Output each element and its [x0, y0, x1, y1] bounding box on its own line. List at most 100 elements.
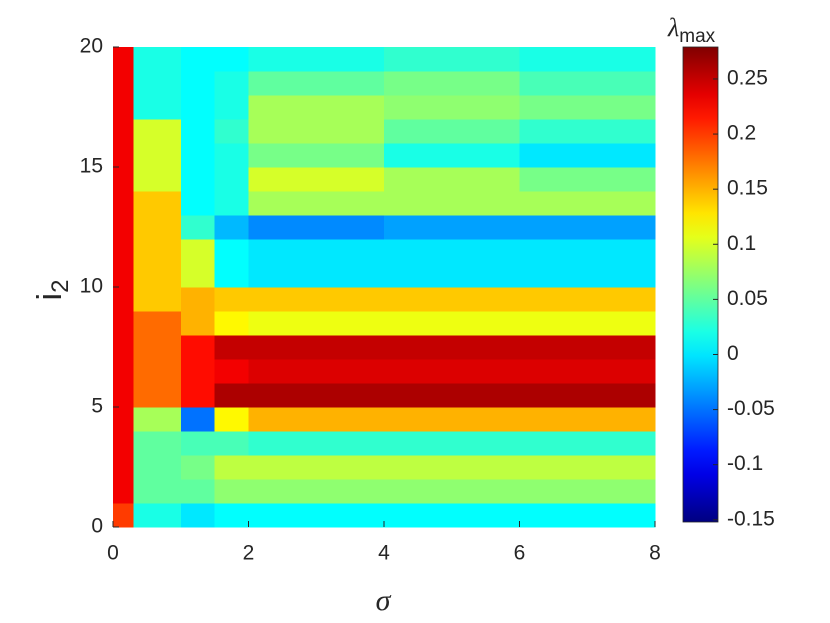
colorbar-tick-label: 0.1 [727, 232, 756, 255]
heatmap-cell [180, 287, 216, 312]
x-tick-label: 6 [514, 542, 526, 565]
colorbar-label-main: λ [667, 13, 679, 42]
heatmap-cell [214, 119, 249, 144]
x-tick-label: 8 [649, 542, 661, 565]
heatmap-cell [214, 287, 249, 312]
heatmap-cell [214, 431, 249, 456]
colorbar-label-sub: max [679, 26, 715, 47]
heatmap-cell [248, 263, 385, 288]
heatmap-cell [248, 383, 385, 408]
heatmap-cell [214, 359, 249, 384]
heatmap-cell [113, 503, 134, 528]
heatmap-cell [113, 95, 134, 120]
heatmap-cell [180, 431, 216, 456]
heatmap-cell [133, 47, 182, 72]
heatmap-cell [133, 311, 182, 336]
heatmap-cell [113, 47, 134, 72]
heatmap-cell [519, 383, 656, 408]
y-tick-label: 0 [91, 515, 103, 538]
heatmap-cell [384, 335, 520, 360]
heatmap-cell [248, 71, 385, 96]
colorbar-tick-label: -0.15 [727, 507, 775, 530]
heatmap-cell [248, 143, 385, 168]
heatmap-cell [133, 383, 182, 408]
y-axis-label: i2 [31, 280, 74, 301]
heatmap-cell [113, 263, 134, 288]
heatmap-cell [519, 311, 656, 336]
heatmap-cell [133, 215, 182, 240]
heatmap-cell [519, 119, 656, 144]
heatmap-cell [384, 455, 520, 480]
colorbar-tick-label: 0.25 [727, 67, 768, 90]
heatmap-cell [384, 431, 520, 456]
heatmap-cell [214, 239, 249, 264]
heatmap-cell [519, 167, 656, 192]
heatmap-cell [248, 407, 385, 432]
heatmap-cell [384, 239, 520, 264]
heatmap-cell [180, 455, 216, 480]
heatmap-cell [180, 383, 216, 408]
heatmap-cell [113, 407, 134, 432]
x-axis-label: σ [376, 584, 392, 617]
heatmap-cell [384, 47, 520, 72]
y-tick-label: 5 [91, 395, 103, 418]
heatmap-cell [133, 359, 182, 384]
heatmap-cell [133, 479, 182, 504]
heatmap-cell [180, 407, 216, 432]
heatmap-cell [180, 119, 216, 144]
heatmap-cell [133, 95, 182, 120]
heatmap-cell [113, 71, 134, 96]
heatmap-cell [384, 479, 520, 504]
colorbar-tick-label: -0.1 [727, 452, 763, 475]
heatmap-cell [519, 359, 656, 384]
heatmap-cell [214, 263, 249, 288]
heatmap-cell [113, 359, 134, 384]
colorbar-label: λmax [667, 13, 716, 47]
colorbar-tick-label: 0 [727, 342, 739, 365]
heatmap-cell [384, 311, 520, 336]
heatmap-cell [113, 479, 134, 504]
y-axis-label-main: i [31, 293, 69, 301]
heatmap-cell [214, 143, 249, 168]
heatmap-cell [384, 167, 520, 192]
heatmap-cell [519, 479, 656, 504]
heatmap-cell [180, 143, 216, 168]
heatmap-cell [180, 71, 216, 96]
heatmap-cell [248, 311, 385, 336]
heatmap-cell [214, 407, 249, 432]
heatmap-cell [384, 215, 520, 240]
heatmap-cell [133, 191, 182, 216]
heatmap-cell [180, 359, 216, 384]
y-tick-label: 15 [80, 155, 103, 178]
heatmap-cell [248, 503, 385, 528]
heatmap-cell [133, 263, 182, 288]
heatmap-cell [248, 431, 385, 456]
heatmap-cell [113, 119, 134, 144]
heatmap-cell [519, 143, 656, 168]
heatmap-cell [133, 287, 182, 312]
heatmap-cell [133, 431, 182, 456]
heatmap-cell [113, 215, 134, 240]
heatmap-cell [519, 287, 656, 312]
heatmap-cell [519, 407, 656, 432]
heatmap-cell [113, 431, 134, 456]
heatmap-cell [519, 215, 656, 240]
x-tick-label: 0 [107, 542, 119, 565]
heatmap-cell [384, 287, 520, 312]
heatmap-cell [248, 455, 385, 480]
colorbar-tick-label: 0.15 [727, 177, 768, 200]
heatmap-cell [519, 47, 656, 72]
heatmap-cell [180, 215, 216, 240]
heatmap-cell [248, 359, 385, 384]
heatmap-cell [214, 383, 249, 408]
heatmap-cell [248, 239, 385, 264]
heatmap-cell [248, 47, 385, 72]
heatmap-cell [133, 335, 182, 360]
heatmap-cell [180, 191, 216, 216]
heatmap-cell [384, 191, 520, 216]
colorbar [682, 46, 719, 523]
heatmap-cell [133, 503, 182, 528]
heatmap-cell [113, 311, 134, 336]
x-tick-label: 2 [243, 542, 255, 565]
heatmap-cell [133, 167, 182, 192]
